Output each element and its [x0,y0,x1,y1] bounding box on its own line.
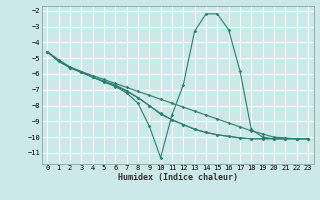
X-axis label: Humidex (Indice chaleur): Humidex (Indice chaleur) [118,173,237,182]
